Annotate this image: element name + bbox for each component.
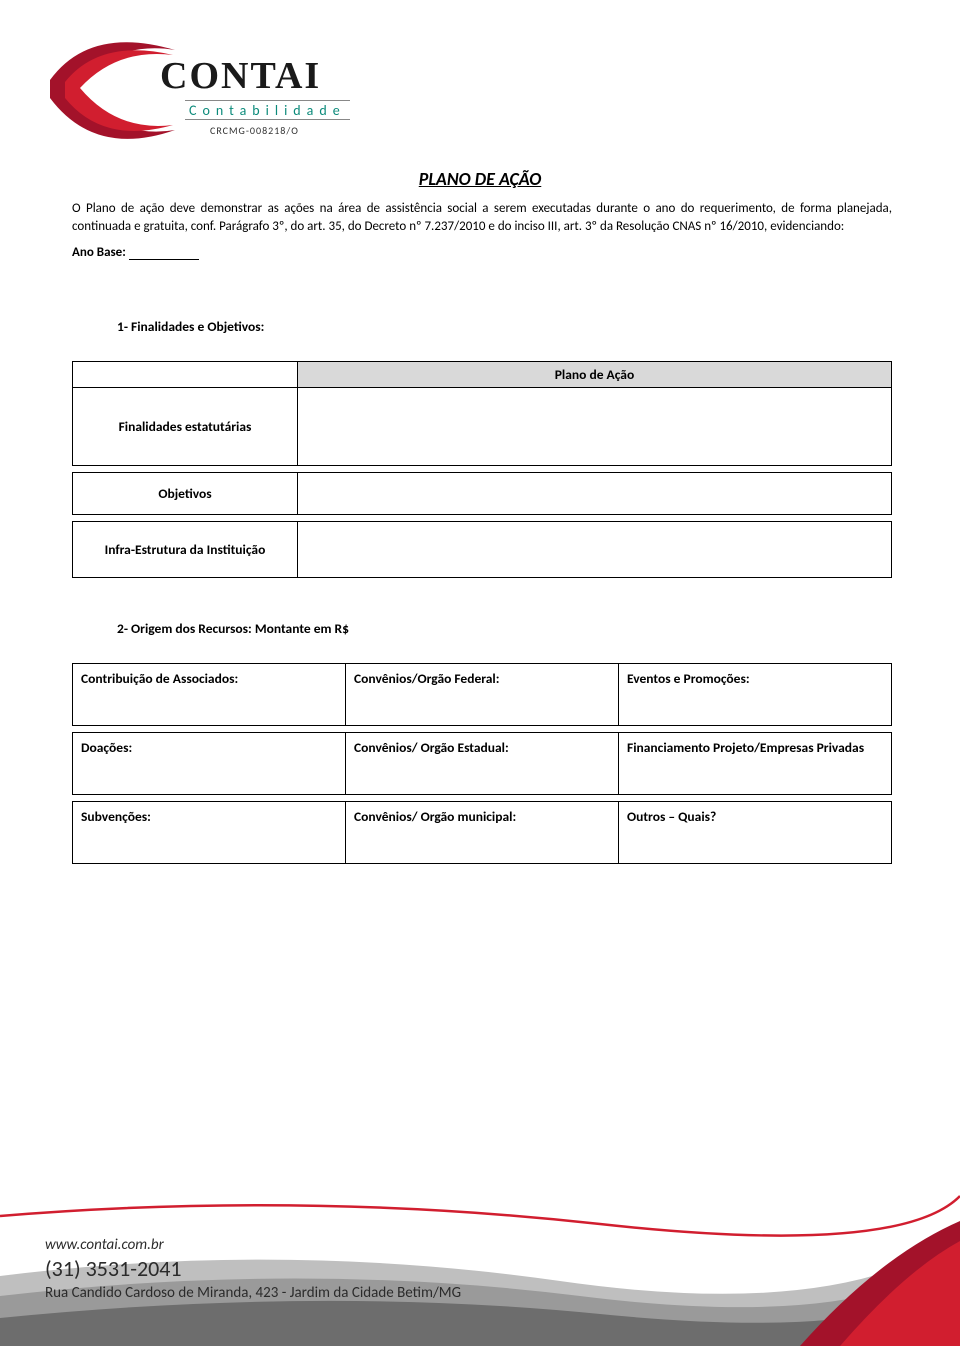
- content-column: O Plano de ação deve demonstrar as ações…: [72, 200, 892, 864]
- cell-eventos: Eventos e Promoções:: [619, 664, 892, 726]
- page-title: PLANO DE AÇÃO: [0, 168, 960, 190]
- row-value-objetivos: [298, 473, 892, 515]
- section1-table: Plano de Ação Finalidades estatutárias O…: [72, 361, 892, 578]
- ano-base-row: Ano Base:: [72, 245, 892, 260]
- cell-financiamento: Financiamento Projeto/Empresas Privadas: [619, 733, 892, 795]
- table-row: Plano de Ação: [73, 362, 892, 388]
- brand-subtitle: Contabilidade: [185, 100, 350, 120]
- table-row: Subvenções: Convênios/ Orgão municipal: …: [73, 802, 892, 864]
- table-row: Contribuição de Associados: Convênios/Or…: [73, 664, 892, 726]
- row-label-finalidades: Finalidades estatutárias: [73, 388, 298, 466]
- table-row: Finalidades estatutárias: [73, 388, 892, 466]
- row-label-objetivos: Objetivos: [73, 473, 298, 515]
- footer-url: www.contai.com.br: [45, 1236, 461, 1254]
- ano-base-label: Ano Base:: [72, 245, 126, 260]
- brand-name: CONTAI: [160, 54, 321, 98]
- row-value-infra: [298, 522, 892, 578]
- table-row: Infra-Estrutura da Instituição: [73, 522, 892, 578]
- cell-doacoes: Doações:: [73, 733, 346, 795]
- intro-paragraph: O Plano de ação deve demonstrar as ações…: [72, 200, 892, 235]
- cell-outros: Outros – Quais?: [619, 802, 892, 864]
- table-row: Objetivos: [73, 473, 892, 515]
- footer-address: Rua Candido Cardoso de Miranda, 423 - Ja…: [45, 1284, 461, 1302]
- brand-logo: CONTAI Contabilidade CRCMG-008218/O: [45, 20, 365, 160]
- section1-heading: 1- Finalidades e Objetivos:: [117, 318, 892, 335]
- table-spacer: [73, 515, 892, 522]
- ano-base-blank-line: [129, 259, 199, 260]
- cell-conv-federal: Convênios/Orgão Federal:: [346, 664, 619, 726]
- row-label-infra: Infra-Estrutura da Instituição: [73, 522, 298, 578]
- section2-heading: 2- Origem dos Recursos: Montante em R$: [117, 620, 892, 637]
- table-spacer: [73, 795, 892, 802]
- table-row: Doações: Convênios/ Orgão Estadual: Fina…: [73, 733, 892, 795]
- cell-conv-municipal: Convênios/ Orgão municipal:: [346, 802, 619, 864]
- row-value-finalidades: [298, 388, 892, 466]
- cell-conv-estadual: Convênios/ Orgão Estadual:: [346, 733, 619, 795]
- table-header-plano: Plano de Ação: [298, 362, 892, 388]
- document-page: { "logo": { "brand": "CONTAI", "subtitle…: [0, 0, 960, 1346]
- table-spacer: [73, 726, 892, 733]
- footer-phone: (31) 3531-2041: [45, 1255, 461, 1282]
- cell-contribuicao: Contribuição de Associados:: [73, 664, 346, 726]
- footer-contact: www.contai.com.br (31) 3531-2041 Rua Can…: [45, 1236, 461, 1302]
- section2-table: Contribuição de Associados: Convênios/Or…: [72, 663, 892, 864]
- brand-registration: CRCMG-008218/O: [210, 124, 299, 137]
- cell-subvencoes: Subvenções:: [73, 802, 346, 864]
- table-spacer: [73, 466, 892, 473]
